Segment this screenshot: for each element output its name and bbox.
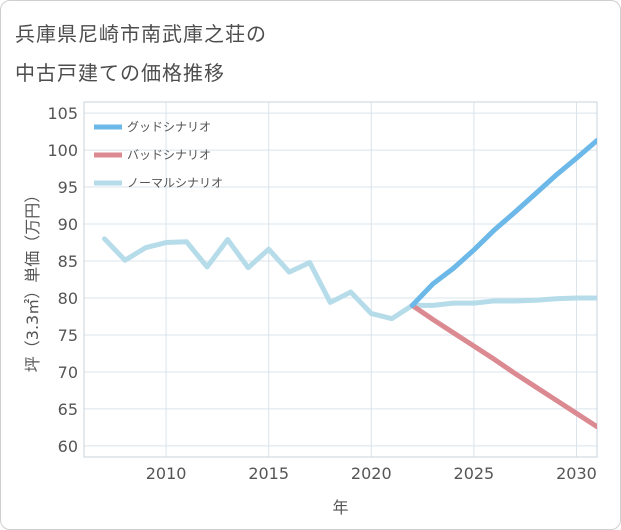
series-lines [102,137,597,430]
y-tick-label: 90 [58,215,78,234]
good-scenario-line [409,137,597,308]
normal-scenario-line [102,236,597,322]
x-tick-label: 2010 [146,464,187,483]
y-tick-label: 80 [58,289,78,308]
y-tick-label: 75 [58,326,78,345]
y-tick-label: 85 [58,252,78,271]
y-tick-label: 70 [58,363,78,382]
y-tick-label: 105 [47,104,78,123]
y-tick-label: 60 [58,437,78,456]
axis-tick-labels: 60 65 70 75 80 85 90 95 100 105 2010 2015 2020 2025 20… [47,104,596,483]
chart-title-line-1: 兵庫県尼崎市南武庫之荘の [15,22,267,46]
x-tick-label: 2030 [556,464,597,483]
x-tick-label: 2015 [248,464,289,483]
y-tick-label: 65 [58,400,78,419]
legend-normal-scenario-label: ノーマルシナリオ [127,176,223,190]
legend-good-scenario-label: グッドシナリオ [127,120,211,134]
y-tick-label: 95 [58,178,78,197]
y-tick-label: 100 [47,141,78,160]
x-axis-label: 年 [332,498,348,517]
x-tick-label: 2025 [454,464,495,483]
legend-bad-scenario-label: バッドシナリオ [127,148,211,162]
chart-title-line-2: 中古戸建ての価格推移 [15,61,225,85]
x-tick-label: 2020 [351,464,392,483]
y-axis-label: 坪（3.3㎡）単価（万円） [23,187,42,372]
plot-area-frame [83,101,598,458]
bad-scenario-line [409,302,597,430]
